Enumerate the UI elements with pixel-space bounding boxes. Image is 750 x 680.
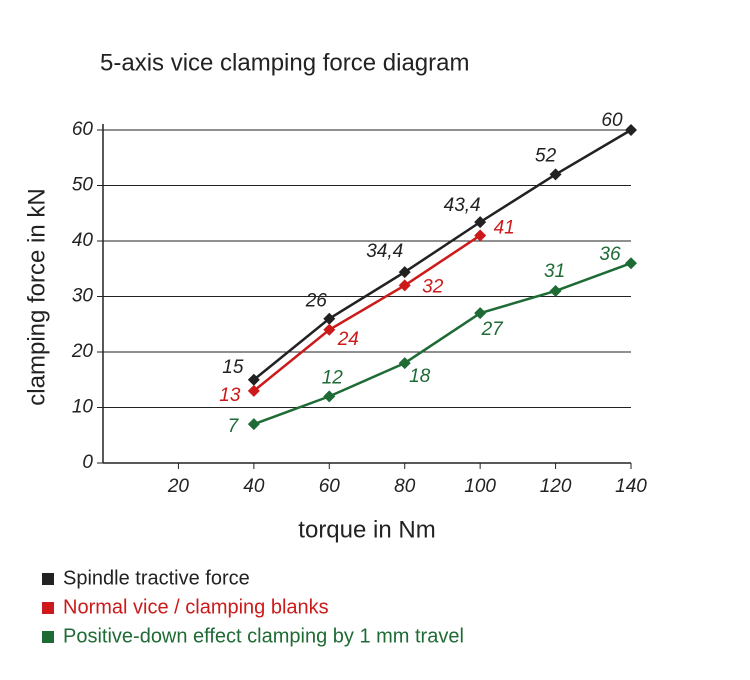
y-tick-label: 60 (72, 119, 94, 140)
x-axis-label: torque in Nm (298, 516, 435, 543)
marker (398, 279, 411, 292)
marker (398, 357, 411, 370)
data-label: 36 (599, 244, 621, 265)
legend-label: Spindle tractive force (63, 567, 250, 589)
series-line (253, 128, 632, 381)
marker (398, 266, 411, 279)
legend-swatch (42, 573, 54, 585)
data-label: 26 (305, 291, 328, 312)
marker (247, 418, 260, 431)
data-label: 18 (409, 366, 431, 387)
y-tick-label: 40 (72, 230, 94, 251)
legend-label: Normal vice / clamping blanks (63, 596, 329, 618)
data-label: 32 (422, 276, 444, 297)
data-label: 15 (222, 357, 244, 378)
data-label: 60 (601, 110, 623, 131)
marker (474, 307, 487, 320)
x-tick-label: 60 (319, 476, 341, 497)
data-label: 7 (228, 416, 240, 437)
marker (323, 312, 336, 325)
data-label: 27 (481, 319, 505, 340)
data-label: 12 (322, 367, 344, 388)
data-label: 13 (219, 385, 241, 406)
x-tick-label: 120 (540, 476, 572, 497)
marker (247, 373, 260, 386)
marker (323, 390, 336, 403)
data-label: 43,4 (444, 195, 481, 216)
marker (323, 323, 336, 336)
y-tick-label: 30 (72, 286, 94, 307)
marker (625, 124, 637, 136)
data-label: 31 (544, 261, 565, 282)
marker (625, 257, 637, 270)
x-tick-label: 100 (464, 476, 496, 497)
y-tick-label: 0 (82, 452, 93, 473)
y-tick-label: 10 (72, 397, 94, 418)
y-tick-label: 20 (71, 341, 94, 362)
legend-swatch (42, 602, 54, 614)
y-axis-label: clamping force in kN (23, 188, 50, 405)
marker (474, 229, 487, 242)
chart-title: 5-axis vice clamping force diagram (100, 49, 469, 76)
marker (549, 168, 562, 181)
legend-swatch (42, 631, 54, 643)
marker (247, 384, 260, 397)
data-label: 34,4 (366, 241, 403, 262)
series-line (253, 234, 481, 392)
data-label: 41 (494, 217, 515, 238)
x-tick-label: 140 (615, 476, 647, 497)
marker (474, 216, 487, 229)
data-label: 24 (337, 329, 359, 350)
data-label: 52 (535, 145, 557, 166)
x-tick-label: 20 (167, 476, 190, 497)
x-tick-label: 40 (243, 476, 265, 497)
x-tick-label: 80 (394, 476, 416, 497)
y-tick-label: 50 (72, 175, 94, 196)
marker (549, 284, 562, 297)
series-line (253, 262, 632, 426)
legend-label: Positive-down effect clamping by 1 mm tr… (63, 625, 464, 647)
